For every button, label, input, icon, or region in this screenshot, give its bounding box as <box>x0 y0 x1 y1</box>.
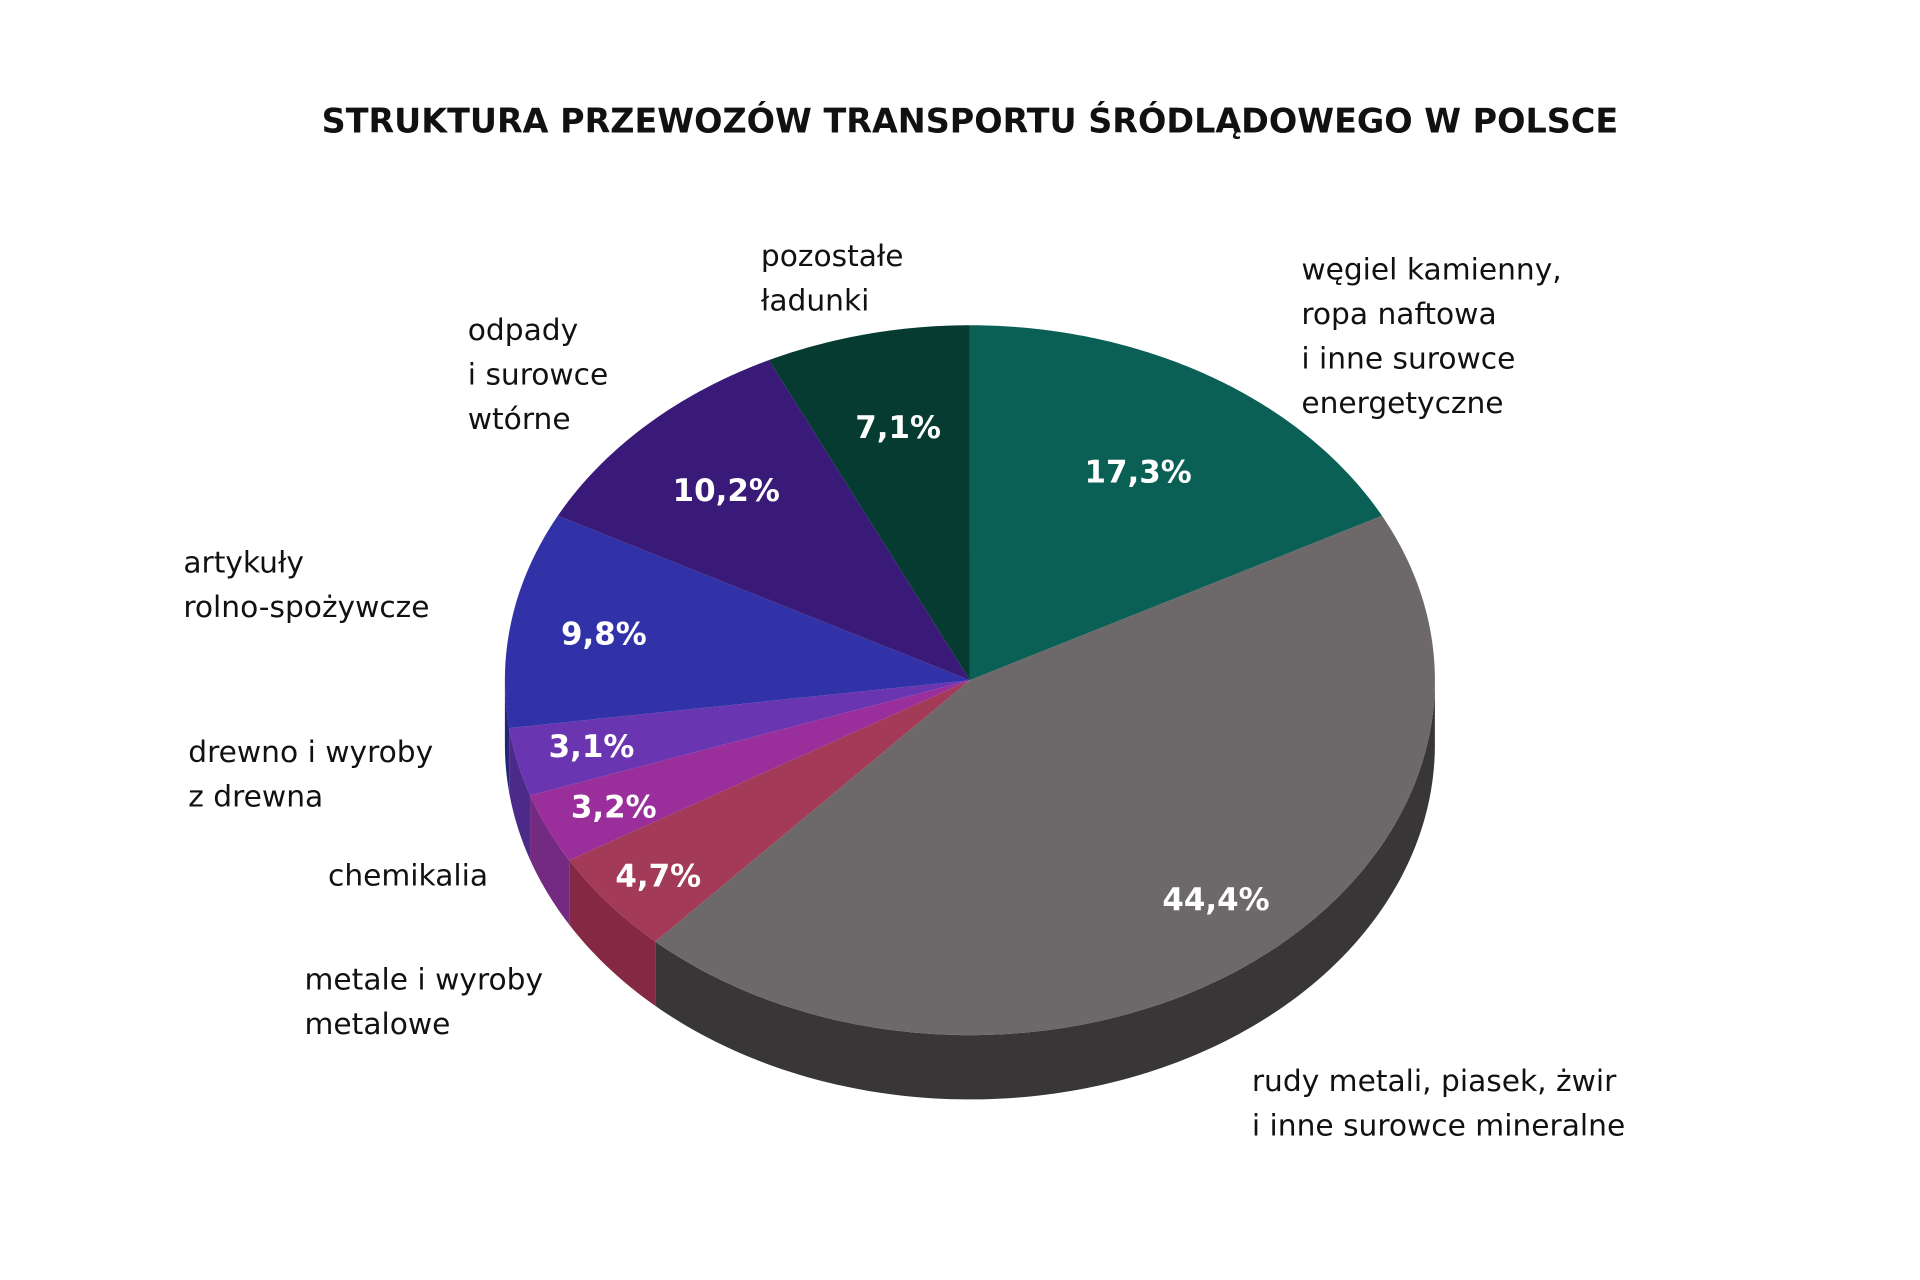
category-label-line: wtórne <box>468 401 571 436</box>
category-label: metale i wyroby metalowe <box>305 961 544 1041</box>
category-label-line: pozostałe <box>761 238 904 273</box>
category-label-line: węgiel kamienny, <box>1301 251 1561 286</box>
category-label-line: ropa naftowa <box>1301 296 1496 331</box>
category-label-line: odpady <box>468 312 578 347</box>
slice-rudy-metali-piasek-zwir-i-inne-surowce-mineralne[interactable] <box>655 515 1435 1036</box>
pie-slices <box>504 325 1435 1036</box>
category-label-line: rolno-spożywcze <box>183 589 429 624</box>
slice-side-rudy-metali-piasek-zwir-i-inne-surowce-mineralne <box>655 680 1435 1100</box>
category-label-line: energetyczne <box>1301 385 1503 420</box>
value-label: 44,4% <box>1162 882 1269 918</box>
slice-chemikalia[interactable] <box>530 680 970 861</box>
value-label: 4,7% <box>615 859 701 895</box>
slice-side-drewno-i-wyroby-z-drewna <box>509 728 531 860</box>
category-label: rudy metali, piasek, żwir i inne surowce … <box>1252 1063 1625 1143</box>
category-labels: węgiel kamienny, ropa naftowa i inne surow… <box>183 238 1625 1142</box>
slice-side-artykuly-rolno-spozywcze <box>504 680 510 793</box>
pie-sides <box>504 680 1435 1100</box>
slice-drewno-i-wyroby-z-drewna[interactable] <box>509 680 970 796</box>
value-label: 17,3% <box>1084 454 1191 490</box>
slice-wegiel-kamienny-ropa-naftowa-i-inne-surowce-energetyczne[interactable] <box>969 325 1383 681</box>
slice-artykuly-rolno-spozywcze[interactable] <box>504 515 970 729</box>
category-label: drewno i wyroby z drewna <box>188 734 433 814</box>
value-label: 10,2% <box>673 473 780 509</box>
category-label-line: artykuły <box>183 545 304 580</box>
slice-side-chemikalia <box>530 795 570 925</box>
chart-title: STRUKTURA PRZEWOZÓW TRANSPORTU ŚRÓDLĄDOW… <box>322 100 1618 140</box>
category-label-line: metale i wyroby <box>305 961 544 996</box>
value-label: 7,1% <box>855 410 941 446</box>
value-label: 3,2% <box>571 789 657 825</box>
category-label: artykuły rolno-spożywcze <box>183 545 429 625</box>
value-label: 9,8% <box>561 616 647 652</box>
category-label-line: i surowce <box>468 357 608 392</box>
category-label: pozostałe ładunki <box>761 238 904 318</box>
category-label-line: rudy metali, piasek, żwir <box>1252 1063 1617 1098</box>
category-label-line: i inne surowce mineralne <box>1252 1107 1625 1142</box>
slice-pozostale-ladunki[interactable] <box>768 325 970 681</box>
value-label: 3,1% <box>549 729 635 765</box>
slice-metale-i-wyroby-metalowe[interactable] <box>569 680 970 942</box>
value-labels: 17,3% 44,4% 4,7% 3,2% 3,1% 9,8% 10,2% 7,1% <box>549 410 1270 918</box>
category-label-line: z drewna <box>188 778 323 813</box>
category-label-line: drewno i wyroby <box>188 734 433 769</box>
category-label: chemikalia <box>328 857 488 892</box>
category-label-line: chemikalia <box>328 857 488 892</box>
slice-odpady-i-surowce-wtorne[interactable] <box>557 360 970 681</box>
category-label-line: ładunki <box>761 282 870 317</box>
category-label: węgiel kamienny, ropa naftowa i inne surow… <box>1301 251 1561 420</box>
slice-side-metale-i-wyroby-metalowe <box>569 860 656 1006</box>
category-label-line: metalowe <box>305 1006 451 1041</box>
category-label: odpady i surowce wtórne <box>468 312 608 436</box>
category-label-line: i inne surowce <box>1301 341 1515 376</box>
